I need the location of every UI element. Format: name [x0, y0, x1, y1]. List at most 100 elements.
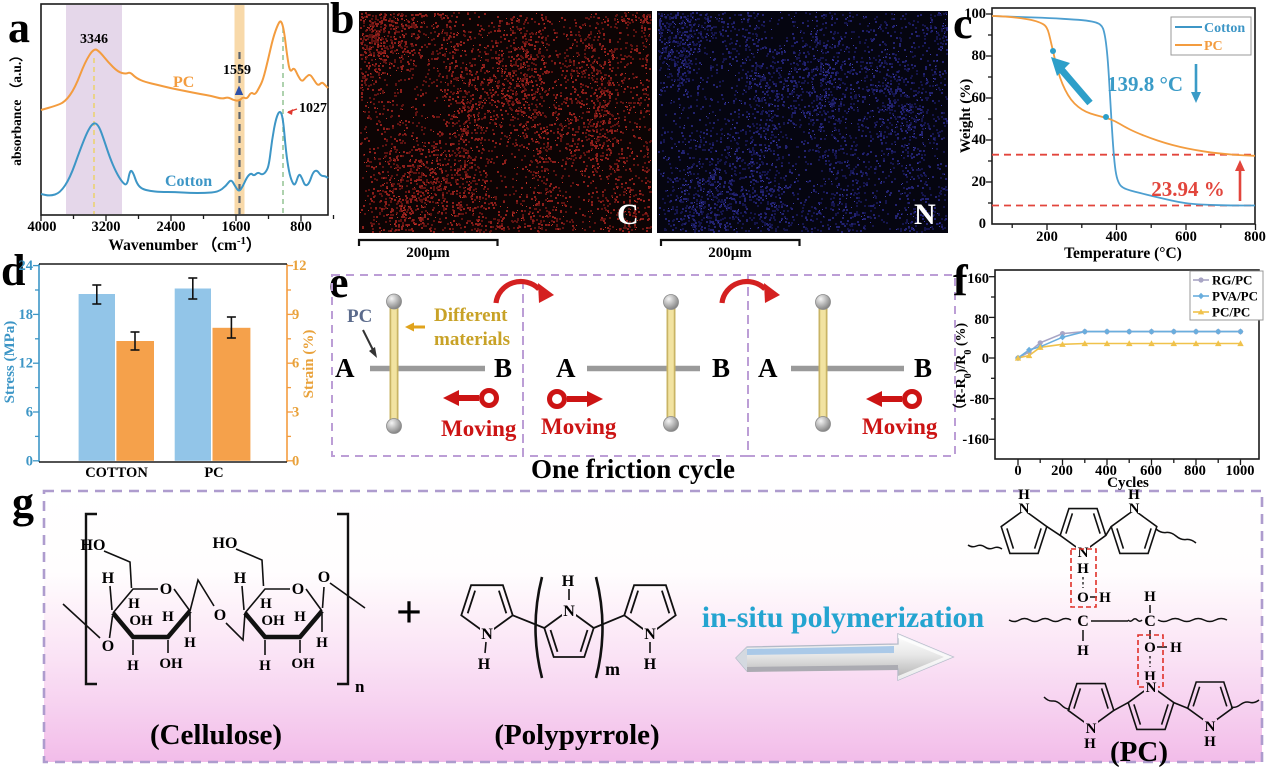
- svg-text:O: O: [292, 581, 304, 598]
- svg-text:H: H: [1204, 734, 1216, 750]
- svg-text:A: A: [335, 353, 355, 383]
- svg-text:12: 12: [19, 356, 34, 372]
- svg-text:a: a: [8, 3, 30, 52]
- svg-text:0: 0: [982, 351, 989, 367]
- svg-text:H: H: [1077, 643, 1089, 659]
- svg-text:0: 0: [292, 453, 299, 469]
- svg-text:O: O: [318, 569, 330, 586]
- svg-text:N: N: [1205, 719, 1216, 735]
- svg-text:C: C: [1144, 613, 1156, 630]
- svg-text:Cotton: Cotton: [165, 173, 212, 190]
- svg-text:Temperature (°C): Temperature (°C): [1064, 245, 1182, 262]
- svg-text:9: 9: [292, 307, 299, 323]
- svg-text:N: N: [1019, 501, 1030, 517]
- svg-text:C: C: [617, 198, 639, 231]
- svg-text:N: N: [1086, 721, 1097, 737]
- svg-text:Moving: Moving: [541, 414, 617, 439]
- svg-text:H: H: [127, 658, 139, 674]
- svg-text:H: H: [1128, 487, 1140, 503]
- svg-text:b: b: [330, 0, 354, 43]
- svg-text:1027: 1027: [299, 101, 327, 116]
- svg-text:C: C: [1077, 613, 1089, 630]
- svg-text:H: H: [259, 658, 271, 674]
- svg-text:3346: 3346: [80, 32, 108, 47]
- svg-text:OH: OH: [261, 613, 285, 629]
- svg-text:Stress (MPa): Stress (MPa): [2, 321, 18, 404]
- svg-text:Moving: Moving: [862, 414, 938, 439]
- svg-text:H: H: [234, 570, 247, 587]
- svg-text:B: B: [712, 353, 730, 383]
- svg-text:One friction cycle: One friction cycle: [531, 454, 735, 484]
- svg-text:40: 40: [972, 132, 987, 148]
- svg-text:+: +: [396, 586, 422, 637]
- svg-text:Cycles: Cycles: [1107, 475, 1149, 491]
- svg-text:-160: -160: [962, 432, 989, 448]
- svg-text:(PC): (PC): [1110, 736, 1168, 768]
- svg-text:H: H: [562, 573, 575, 590]
- svg-text:-80: -80: [970, 392, 989, 408]
- svg-text:(Polypyrrole): (Polypyrrole): [494, 719, 659, 751]
- svg-text:N: N: [914, 198, 936, 231]
- svg-text:COTTON: COTTON: [85, 465, 148, 481]
- svg-text:1000: 1000: [1226, 463, 1255, 479]
- svg-text:A: A: [758, 353, 778, 383]
- svg-text:Strain (%): Strain (%): [301, 330, 317, 399]
- svg-text:200μm: 200μm: [708, 245, 752, 261]
- svg-text:d: d: [1, 246, 25, 295]
- svg-text:H: H: [128, 596, 140, 612]
- svg-text:H: H: [1077, 561, 1089, 577]
- svg-text:400: 400: [1095, 463, 1117, 479]
- svg-text:f: f: [953, 256, 969, 305]
- svg-text:Different: Different: [434, 305, 508, 326]
- svg-text:6: 6: [292, 356, 299, 372]
- svg-text:B: B: [494, 353, 512, 383]
- svg-text:6: 6: [26, 405, 33, 421]
- svg-text:80: 80: [975, 312, 990, 328]
- svg-text:18: 18: [19, 307, 34, 323]
- svg-text:B: B: [914, 353, 932, 383]
- svg-text:O: O: [160, 581, 172, 598]
- svg-text:200: 200: [1036, 229, 1058, 245]
- svg-text:1559: 1559: [223, 63, 251, 78]
- svg-text:3: 3: [292, 405, 299, 421]
- svg-text:PC: PC: [347, 306, 372, 327]
- svg-text:400: 400: [1106, 229, 1128, 245]
- svg-text:800: 800: [1244, 229, 1266, 245]
- svg-text:A: A: [556, 353, 576, 383]
- svg-text:H: H: [316, 635, 328, 651]
- svg-text:Moving: Moving: [441, 416, 517, 441]
- svg-text:O: O: [214, 607, 226, 624]
- svg-text:O: O: [102, 638, 114, 655]
- svg-text:200μm: 200μm: [406, 245, 450, 261]
- svg-text:24: 24: [19, 258, 34, 274]
- svg-text:60: 60: [972, 90, 987, 106]
- svg-text:1600: 1600: [222, 219, 251, 235]
- svg-text:H: H: [102, 570, 115, 587]
- svg-text:H: H: [1099, 590, 1111, 606]
- svg-text:Cotton: Cotton: [1204, 21, 1245, 36]
- svg-text:Wavenumber （cm-1）: Wavenumber （cm-1）: [108, 235, 261, 254]
- svg-text:H: H: [1018, 487, 1030, 503]
- svg-text:H: H: [1084, 736, 1096, 752]
- svg-text:in-situ polymerization: in-situ polymerization: [702, 601, 985, 634]
- svg-text:PC: PC: [173, 74, 194, 91]
- svg-text:800: 800: [1184, 463, 1206, 479]
- svg-text:RG/PC: RG/PC: [1212, 273, 1252, 288]
- svg-text:PC: PC: [1204, 39, 1223, 54]
- svg-text:PC: PC: [204, 465, 223, 481]
- svg-text:160: 160: [967, 271, 989, 287]
- svg-text:c: c: [953, 0, 973, 48]
- svg-text:(Cellulose): (Cellulose): [150, 719, 282, 751]
- svg-text:HO: HO: [81, 537, 106, 554]
- svg-text:12: 12: [292, 258, 307, 274]
- svg-text:OH: OH: [291, 656, 315, 672]
- svg-text:23.94 %: 23.94 %: [1151, 177, 1225, 201]
- svg-text:N: N: [563, 603, 575, 620]
- svg-text:20: 20: [972, 174, 987, 190]
- svg-text:H: H: [644, 656, 657, 673]
- svg-text:H: H: [184, 635, 196, 651]
- svg-text:H: H: [162, 609, 174, 625]
- svg-text:N: N: [481, 626, 493, 643]
- svg-text:H: H: [1144, 589, 1156, 605]
- svg-text:4000: 4000: [28, 219, 57, 235]
